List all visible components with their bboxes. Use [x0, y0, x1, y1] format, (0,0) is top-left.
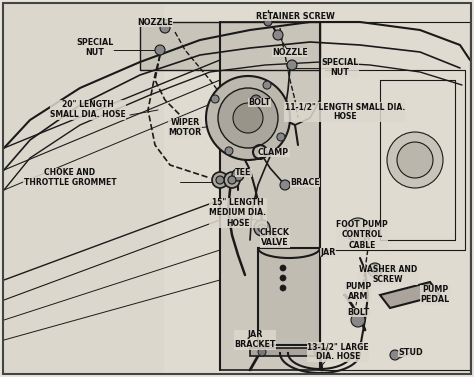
Circle shape: [224, 172, 240, 188]
Text: CLAMP: CLAMP: [258, 148, 289, 157]
Text: CHECK
VALVE: CHECK VALVE: [260, 228, 290, 247]
Circle shape: [390, 350, 400, 360]
Text: WASHER AND
SCREW: WASHER AND SCREW: [359, 265, 417, 284]
Text: STUD: STUD: [398, 348, 423, 357]
Text: PUMP
ARM: PUMP ARM: [345, 282, 371, 301]
Circle shape: [206, 76, 290, 160]
Circle shape: [372, 267, 378, 273]
Circle shape: [280, 265, 286, 271]
Text: 13-1/2" LARGE
DIA. HOSE: 13-1/2" LARGE DIA. HOSE: [307, 342, 369, 362]
Circle shape: [233, 103, 263, 133]
Text: BOLT: BOLT: [347, 308, 369, 317]
Circle shape: [225, 147, 233, 155]
Circle shape: [254, 220, 270, 236]
Circle shape: [160, 23, 170, 33]
Circle shape: [280, 275, 286, 281]
Circle shape: [218, 88, 278, 148]
Circle shape: [228, 176, 236, 184]
Circle shape: [216, 176, 224, 184]
Text: SPECIAL
NUT: SPECIAL NUT: [76, 38, 114, 57]
Circle shape: [351, 313, 365, 327]
Circle shape: [280, 180, 290, 190]
Polygon shape: [220, 22, 320, 370]
Polygon shape: [140, 22, 320, 70]
Text: RETAINER SCREW: RETAINER SCREW: [255, 12, 335, 21]
Text: 11-1/2" LENGTH SMALL DIA.
HOSE: 11-1/2" LENGTH SMALL DIA. HOSE: [285, 102, 405, 121]
Text: FOOT PUMP
CONTROL
CABLE: FOOT PUMP CONTROL CABLE: [336, 220, 388, 250]
Text: BOLT: BOLT: [248, 98, 270, 107]
Circle shape: [273, 30, 283, 40]
Polygon shape: [380, 282, 440, 308]
Text: WIPER
MOTOR: WIPER MOTOR: [168, 118, 201, 137]
Polygon shape: [258, 248, 320, 345]
Circle shape: [280, 285, 286, 291]
Circle shape: [368, 263, 382, 277]
Circle shape: [314, 348, 322, 356]
Circle shape: [397, 142, 433, 178]
Text: SPECIAL
NUT: SPECIAL NUT: [321, 58, 359, 77]
Text: CHOKE AND
THROTTLE GROMMET: CHOKE AND THROTTLE GROMMET: [24, 168, 116, 187]
Text: JAR: JAR: [320, 248, 336, 257]
Text: JAR
BRACKET: JAR BRACKET: [234, 330, 276, 349]
Circle shape: [287, 60, 297, 70]
Circle shape: [251, 95, 261, 105]
Circle shape: [277, 133, 285, 141]
Text: 15" LENGTH
MEDIUM DIA.
HOSE: 15" LENGTH MEDIUM DIA. HOSE: [210, 198, 266, 228]
Text: BRACE: BRACE: [290, 178, 320, 187]
Circle shape: [387, 132, 443, 188]
Circle shape: [346, 218, 370, 242]
Text: TEE: TEE: [235, 168, 251, 177]
Circle shape: [263, 81, 271, 89]
Text: NOZZLE: NOZZLE: [272, 48, 308, 57]
Circle shape: [258, 348, 266, 356]
Circle shape: [155, 45, 165, 55]
Polygon shape: [250, 348, 328, 356]
Circle shape: [232, 169, 244, 181]
Bar: [4, 4, 164, 373]
Text: PUMP
PEDAL: PUMP PEDAL: [420, 285, 450, 304]
Circle shape: [258, 224, 266, 232]
Text: 20" LENGTH
SMALL DIA. HOSE: 20" LENGTH SMALL DIA. HOSE: [50, 100, 126, 120]
Circle shape: [264, 18, 272, 26]
Circle shape: [211, 95, 219, 103]
Text: NOZZLE: NOZZLE: [137, 18, 173, 27]
Circle shape: [212, 172, 228, 188]
